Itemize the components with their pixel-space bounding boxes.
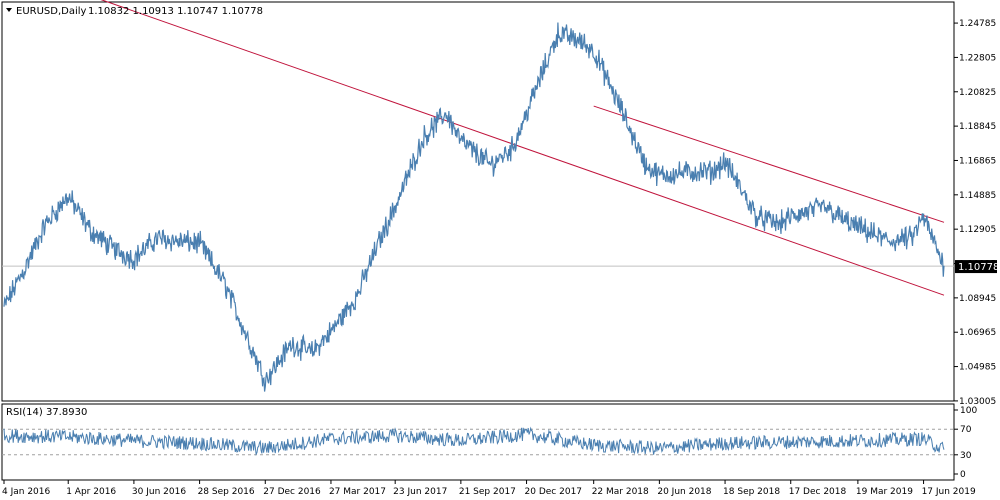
x-tick-label: 20 Jun 2018 — [657, 487, 711, 497]
price-y-tick-label: 1.16865 — [959, 156, 996, 166]
price-y-tick-label: 1.18845 — [959, 122, 996, 132]
price-y-tick-label: 1.24785 — [959, 19, 996, 29]
x-axis: 4 Jan 2016 1 Apr 2016 30 Jun 2016 28 Sep 20… — [2, 480, 976, 497]
chart-header: EURUSD,Daily 1.10832 1.10913 1.10747 1.1… — [6, 6, 263, 17]
rsi-y-tick-label: 30 — [960, 451, 972, 461]
price-pane-frame — [1, 1, 955, 402]
rsi-y-tick-label: 100 — [960, 406, 977, 416]
price-y-tick-label: 1.04985 — [959, 363, 996, 373]
last-price-label: 1.10778 — [958, 262, 999, 273]
rsi-pane: 100 70 30 0 RSI(14) 37.8930 — [1, 403, 977, 481]
rsi-y-axis: 100 70 30 0 — [954, 406, 977, 480]
price-y-tick-label: 1.12905 — [959, 225, 996, 235]
symbol-title: EURUSD,Daily — [16, 6, 87, 17]
rsi-levels — [2, 428, 954, 456]
price-y-tick-label: 1.14885 — [959, 191, 996, 201]
last-price-tag: 1.10778 — [955, 260, 999, 274]
last-price-tag-bg — [955, 260, 997, 274]
price-y-tick-label: 1.06965 — [959, 328, 996, 338]
trendline-2[interactable] — [593, 105, 945, 223]
price-y-tick-label: 1.20825 — [959, 88, 996, 98]
dropdown-triangle-icon[interactable] — [6, 8, 12, 12]
x-tick-label: 1 Apr 2016 — [66, 487, 116, 497]
x-tick-label: 27 Mar 2017 — [329, 487, 386, 497]
rsi-y-tick-label: 0 — [960, 470, 966, 480]
x-tick-label: 4 Jan 2016 — [2, 487, 50, 497]
rsi-title: RSI(14) 37.8930 — [6, 407, 87, 418]
price-y-axis: 1.24785 1.22805 1.20825 1.18845 1.16865 1.148… — [954, 19, 996, 407]
x-tick-label: 18 Sep 2018 — [723, 487, 780, 497]
x-tick-label: 21 Sep 2017 — [459, 487, 516, 497]
trendline-1[interactable] — [68, 0, 945, 296]
x-tick-label: 27 Dec 2016 — [263, 487, 321, 497]
x-tick-label: 19 Mar 2019 — [856, 487, 913, 497]
x-tick-label: 20 Dec 2017 — [525, 487, 583, 497]
price-y-tick-label: 1.08945 — [959, 294, 996, 304]
x-tick-label: 22 Mar 2018 — [592, 487, 649, 497]
x-tick-label: 17 Jun 2019 — [922, 487, 976, 497]
price-series-line — [3, 22, 945, 392]
ohlc-values: 1.10832 1.10913 1.10747 1.10778 — [88, 6, 263, 17]
price-pane: 1.24785 1.22805 1.20825 1.18845 1.16865 1.148… — [1, 0, 999, 407]
rsi-series-line — [3, 426, 945, 456]
price-y-tick-label: 1.22805 — [959, 53, 996, 63]
trendlines — [68, 0, 945, 296]
x-tick-label: 17 Dec 2018 — [789, 487, 847, 497]
rsi-y-tick-label: 70 — [960, 425, 972, 435]
x-tick-label: 30 Jun 2016 — [132, 487, 186, 497]
x-tick-label: 28 Sep 2016 — [198, 487, 255, 497]
x-tick-label: 23 Jun 2017 — [393, 487, 447, 497]
price-y-tick-label: 1.03005 — [959, 397, 996, 407]
